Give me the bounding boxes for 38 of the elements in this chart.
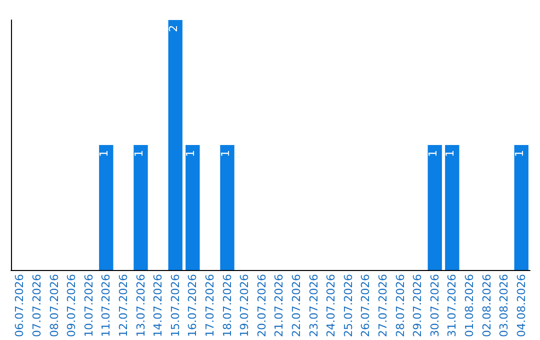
x-tick-label: 22.07.2026 bbox=[290, 274, 303, 337]
x-tick-label: 15.07.2026 bbox=[168, 274, 182, 337]
x-tick-label: 10.07.2026 bbox=[82, 274, 96, 337]
x-tick-label: 11.07.2026 bbox=[100, 274, 113, 337]
x-tick-label: 23.07.2026 bbox=[307, 274, 320, 337]
data-label: 1 bbox=[426, 150, 440, 157]
x-tick-label: 27.07.2026 bbox=[376, 274, 390, 337]
x-tick-label: 25.07.2026 bbox=[342, 274, 355, 337]
x-tick-label: 20.07.2026 bbox=[255, 274, 268, 337]
data-label: 1 bbox=[444, 150, 457, 157]
x-tick-label: 21.07.2026 bbox=[272, 274, 286, 337]
data-label: 1 bbox=[218, 150, 232, 157]
x-tick-label: 14.07.2026 bbox=[152, 274, 165, 337]
data-label: 1 bbox=[184, 150, 198, 157]
data-label: 1 bbox=[98, 150, 111, 157]
x-tick-label: 24.07.2026 bbox=[324, 274, 338, 337]
x-tick-label: 03.08.2026 bbox=[498, 274, 511, 337]
x-tick-label: 09.07.2026 bbox=[65, 274, 78, 337]
x-tick-label: 16.07.2026 bbox=[186, 274, 200, 337]
x-tick-label: 06.07.2026 bbox=[13, 274, 26, 337]
x-tick-label: 19.07.2026 bbox=[238, 274, 252, 337]
x-tick-label: 29.07.2026 bbox=[411, 274, 424, 337]
data-label: 1 bbox=[132, 150, 146, 157]
data-label: 2 bbox=[166, 25, 180, 32]
x-tick-label: 13.07.2026 bbox=[134, 274, 148, 337]
x-tick-label: 17.07.2026 bbox=[203, 274, 216, 337]
x-tick-label: 26.07.2026 bbox=[359, 274, 372, 337]
x-tick-label: 08.07.2026 bbox=[48, 274, 61, 337]
x-tick-label: 18.07.2026 bbox=[220, 274, 234, 337]
data-label: 1 bbox=[512, 150, 526, 157]
x-tick-label: 28.07.2026 bbox=[394, 274, 407, 337]
x-tick-label: 04.08.2026 bbox=[514, 274, 528, 337]
x-tick-label: 31.07.2026 bbox=[446, 274, 459, 337]
x-tick-label: 01.08.2026 bbox=[462, 274, 476, 337]
x-tick-label: 02.08.2026 bbox=[480, 274, 494, 337]
x-tick-label: 07.07.2026 bbox=[30, 274, 44, 337]
x-tick-label: 12.07.2026 bbox=[116, 274, 130, 337]
x-tick-label: 30.07.2026 bbox=[428, 274, 442, 337]
